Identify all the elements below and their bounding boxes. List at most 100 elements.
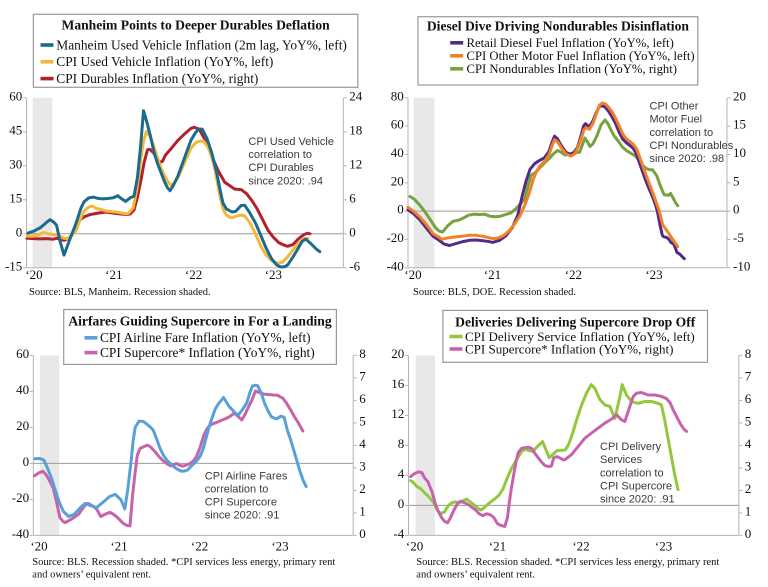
svg-text:4: 4 xyxy=(398,466,405,481)
svg-text:6: 6 xyxy=(359,391,366,406)
svg-text:40: 40 xyxy=(16,382,29,397)
svg-text:10: 10 xyxy=(733,145,746,160)
svg-text:and owners’ equivalent rent.: and owners’ equivalent rent. xyxy=(32,570,151,581)
svg-text:Retail Diesel Fuel Inflation (: Retail Diesel Fuel Inflation (YoY%, left… xyxy=(467,36,674,50)
svg-text:0: 0 xyxy=(359,526,366,541)
svg-text:0: 0 xyxy=(349,224,356,239)
svg-text:Source: BLS, DOE. Recession sh: Source: BLS, DOE. Recession shaded. xyxy=(413,287,576,298)
svg-text:0: 0 xyxy=(398,496,405,511)
svg-text:CPI Supercore: CPI Supercore xyxy=(205,497,277,509)
svg-text:16: 16 xyxy=(391,376,405,391)
svg-text:-6: -6 xyxy=(349,258,360,273)
svg-text:‘20: ‘20 xyxy=(404,267,421,282)
svg-text:Diesel Dive Driving Nondurable: Diesel Dive Driving Nondurables Disinfla… xyxy=(427,18,690,33)
svg-text:-20: -20 xyxy=(386,230,403,245)
svg-text:‘20: ‘20 xyxy=(30,539,47,554)
svg-text:40: 40 xyxy=(391,145,404,160)
svg-text:correlation to: correlation to xyxy=(650,127,714,139)
svg-text:4: 4 xyxy=(359,436,366,451)
svg-text:CPI Delivery: CPI Delivery xyxy=(600,441,662,453)
svg-text:CPI Nondurables: CPI Nondurables xyxy=(650,140,734,152)
svg-text:60: 60 xyxy=(391,117,404,132)
svg-text:Deliveries Delivering Supercor: Deliveries Delivering Supercore Drop Off xyxy=(455,315,696,330)
svg-text:1: 1 xyxy=(359,503,366,518)
svg-text:2: 2 xyxy=(359,481,366,496)
svg-text:20: 20 xyxy=(391,173,404,188)
svg-text:0: 0 xyxy=(23,454,30,469)
svg-text:‘20: ‘20 xyxy=(25,267,42,282)
svg-text:12: 12 xyxy=(349,156,362,171)
svg-text:CPI Delivery Service Inflation: CPI Delivery Service Inflation (YoY%, le… xyxy=(465,329,695,344)
svg-text:CPI Other: CPI Other xyxy=(650,100,699,112)
svg-text:5: 5 xyxy=(733,173,740,188)
svg-text:-15: -15 xyxy=(5,258,22,273)
svg-text:Source: BLS. Recession shaded.: Source: BLS. Recession shaded. *CPI serv… xyxy=(416,557,719,568)
svg-text:6: 6 xyxy=(745,391,752,406)
svg-text:correlation to: correlation to xyxy=(248,149,312,161)
svg-text:4: 4 xyxy=(745,436,752,451)
svg-text:CPI Nondurables Inflation (YoY: CPI Nondurables Inflation (YoY%, right) xyxy=(467,62,678,76)
svg-text:CPI Durables: CPI Durables xyxy=(248,162,314,174)
svg-text:CPI Other Motor Fuel Inflation: CPI Other Motor Fuel Inflation (YoY%, le… xyxy=(467,49,695,63)
svg-text:‘23: ‘23 xyxy=(265,267,282,282)
svg-text:‘23: ‘23 xyxy=(645,267,662,282)
svg-text:45: 45 xyxy=(9,122,22,137)
svg-text:Services: Services xyxy=(600,454,643,466)
svg-text:-40: -40 xyxy=(386,258,403,273)
svg-text:correlation to: correlation to xyxy=(205,484,269,496)
svg-text:3: 3 xyxy=(745,458,752,473)
svg-text:24: 24 xyxy=(349,88,363,103)
svg-text:-40: -40 xyxy=(12,526,29,541)
svg-text:12: 12 xyxy=(391,406,404,421)
svg-text:-5: -5 xyxy=(733,230,744,245)
svg-text:30: 30 xyxy=(9,156,22,171)
svg-text:and owners’ equivalent rent.: and owners’ equivalent rent. xyxy=(416,570,535,581)
svg-text:60: 60 xyxy=(9,88,22,103)
svg-text:8: 8 xyxy=(398,436,405,451)
svg-text:since 2020: .91: since 2020: .91 xyxy=(205,510,280,522)
svg-text:‘22: ‘22 xyxy=(565,267,582,282)
svg-text:0: 0 xyxy=(16,224,23,239)
svg-text:Source: BLS. Recession shaded.: Source: BLS. Recession shaded. *CPI serv… xyxy=(32,557,335,568)
svg-text:60: 60 xyxy=(16,346,29,361)
svg-text:Airfares Guiding Supercore in: Airfares Guiding Supercore in For a Land… xyxy=(68,313,332,328)
svg-text:0: 0 xyxy=(397,202,404,217)
svg-text:18: 18 xyxy=(349,122,362,137)
svg-text:5: 5 xyxy=(745,413,752,428)
svg-text:CPI Used Vehicle: CPI Used Vehicle xyxy=(248,136,334,148)
svg-text:0: 0 xyxy=(733,202,740,217)
svg-text:8: 8 xyxy=(745,346,752,361)
svg-text:Manheim Points to Deeper Durab: Manheim Points to Deeper Durables Deflat… xyxy=(61,18,330,33)
svg-text:CPI Supercore* Inflation (YoY%: CPI Supercore* Inflation (YoY%, right) xyxy=(465,341,673,356)
svg-text:‘22: ‘22 xyxy=(572,539,589,554)
svg-text:20: 20 xyxy=(733,88,746,103)
svg-text:‘23: ‘23 xyxy=(655,539,672,554)
svg-text:‘22: ‘22 xyxy=(191,539,208,554)
svg-text:1: 1 xyxy=(745,503,752,518)
svg-text:Motor Fuel: Motor Fuel xyxy=(650,114,703,126)
svg-text:‘20: ‘20 xyxy=(406,539,423,554)
svg-text:7: 7 xyxy=(745,368,752,383)
svg-text:‘21: ‘21 xyxy=(484,267,501,282)
svg-text:-10: -10 xyxy=(733,258,750,273)
svg-text:since 2020: .94: since 2020: .94 xyxy=(248,175,323,187)
svg-text:‘21: ‘21 xyxy=(489,539,506,554)
svg-text:CPI Airline Fare Inflation (Yo: CPI Airline Fare Inflation (YoY%, left) xyxy=(100,330,311,345)
svg-text:‘21: ‘21 xyxy=(110,539,127,554)
svg-text:8: 8 xyxy=(359,346,366,361)
svg-text:20: 20 xyxy=(391,346,404,361)
svg-text:Manheim Used Vehicle Inflation: Manheim Used Vehicle Inflation (2m lag, … xyxy=(56,37,347,52)
svg-text:15: 15 xyxy=(9,190,22,205)
svg-text:7: 7 xyxy=(359,368,366,383)
svg-text:‘22: ‘22 xyxy=(185,267,202,282)
svg-text:since 2020: .91: since 2020: .91 xyxy=(600,494,675,506)
svg-text:CPI Durables Inflation (YoY%,: CPI Durables Inflation (YoY%, right) xyxy=(56,71,258,86)
svg-text:2: 2 xyxy=(745,481,752,496)
svg-text:CPI Supercore: CPI Supercore xyxy=(600,481,672,493)
svg-text:‘21: ‘21 xyxy=(105,267,122,282)
svg-text:CPI Airline Fares: CPI Airline Fares xyxy=(205,471,288,483)
svg-text:Source: BLS, Manheim. Recessio: Source: BLS, Manheim. Recession shaded. xyxy=(29,287,211,298)
svg-text:‘23: ‘23 xyxy=(271,539,288,554)
svg-text:correlation to: correlation to xyxy=(600,467,664,479)
svg-text:3: 3 xyxy=(359,458,366,473)
